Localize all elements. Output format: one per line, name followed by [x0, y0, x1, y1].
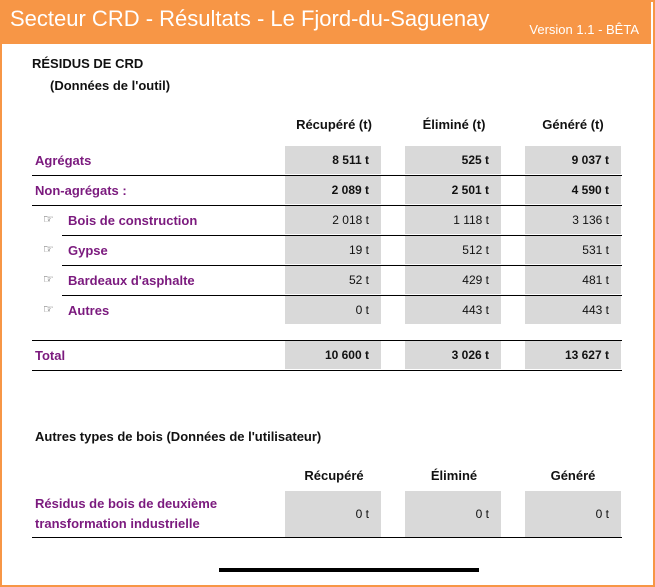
value-cell: 2 089 t [285, 176, 381, 204]
value-cell: 512 t [405, 236, 501, 264]
total-top-divider [32, 340, 622, 341]
col-header-recupere-2: Récupéré [304, 468, 364, 483]
value-cell: 19 t [285, 236, 381, 264]
col-header-genere: Généré (t) [542, 117, 604, 132]
row-divider [62, 265, 622, 266]
value-cell: 9 037 t [525, 146, 621, 174]
section-subtitle: (Données de l'outil) [50, 78, 171, 93]
row-divider [62, 235, 622, 236]
value-cell: 429 t [405, 266, 501, 294]
hand-pointing-icon: ☞ [43, 242, 54, 256]
row-label-bois: Bois de construction [68, 213, 198, 228]
row-divider [32, 205, 622, 206]
total-cell: 13 627 t [525, 341, 621, 369]
col-header-elimine-2: Éliminé [430, 468, 478, 483]
row-label-bardeaux: Bardeaux d'asphalte [68, 273, 195, 288]
row-label-agregats: Agrégats [35, 153, 92, 168]
hand-pointing-icon: ☞ [43, 212, 54, 226]
hand-pointing-icon: ☞ [43, 272, 54, 286]
value-cell: 52 t [285, 266, 381, 294]
value-cell: 481 t [525, 266, 621, 294]
value-cell: 0 t [285, 296, 381, 324]
row-label-total: Total [35, 348, 66, 363]
row-divider [32, 175, 622, 176]
value-cell: 0 t [405, 491, 501, 537]
page-title: Secteur CRD - Résultats - Le Fjord-du-Sa… [10, 6, 490, 31]
version-label: Version 1.1 - BÊTA [529, 22, 639, 37]
section-title: RÉSIDUS DE CRD [32, 56, 144, 71]
value-cell: 3 136 t [525, 206, 621, 234]
value-cell: 2 018 t [285, 206, 381, 234]
total-cell: 10 600 t [285, 341, 381, 369]
row-label-non-agregats: Non-agrégats : [35, 183, 127, 198]
value-cell: 4 590 t [525, 176, 621, 204]
col-header-recupere: Récupéré (t) [296, 117, 372, 132]
section2-title: Autres types de bois (Données de l'utili… [35, 429, 322, 444]
total-bottom-divider [32, 370, 622, 371]
value-cell: 443 t [405, 296, 501, 324]
col-header-elimine: Éliminé (t) [422, 117, 486, 132]
row-label-residus-line2: transformation industrielle [35, 516, 200, 531]
row-label-residus-line1: Résidus de bois de deuxième [35, 496, 218, 511]
row-divider [32, 537, 622, 538]
row-label-autres: Autres [68, 303, 110, 318]
value-cell: 0 t [285, 491, 381, 537]
bottom-divider-bar [219, 568, 479, 572]
value-cell: 525 t [405, 146, 501, 174]
row-divider [62, 295, 622, 296]
value-cell: 443 t [525, 296, 621, 324]
header-bar: Secteur CRD - Résultats - Le Fjord-du-Sa… [0, 0, 651, 44]
hand-pointing-icon: ☞ [43, 302, 54, 316]
row-label-gypse: Gypse [68, 243, 108, 258]
col-header-genere-2: Généré [550, 468, 596, 483]
value-cell: 0 t [525, 491, 621, 537]
value-cell: 2 501 t [405, 176, 501, 204]
value-cell: 1 118 t [405, 206, 501, 234]
value-cell: 8 511 t [285, 146, 381, 174]
total-cell: 3 026 t [405, 341, 501, 369]
value-cell: 531 t [525, 236, 621, 264]
